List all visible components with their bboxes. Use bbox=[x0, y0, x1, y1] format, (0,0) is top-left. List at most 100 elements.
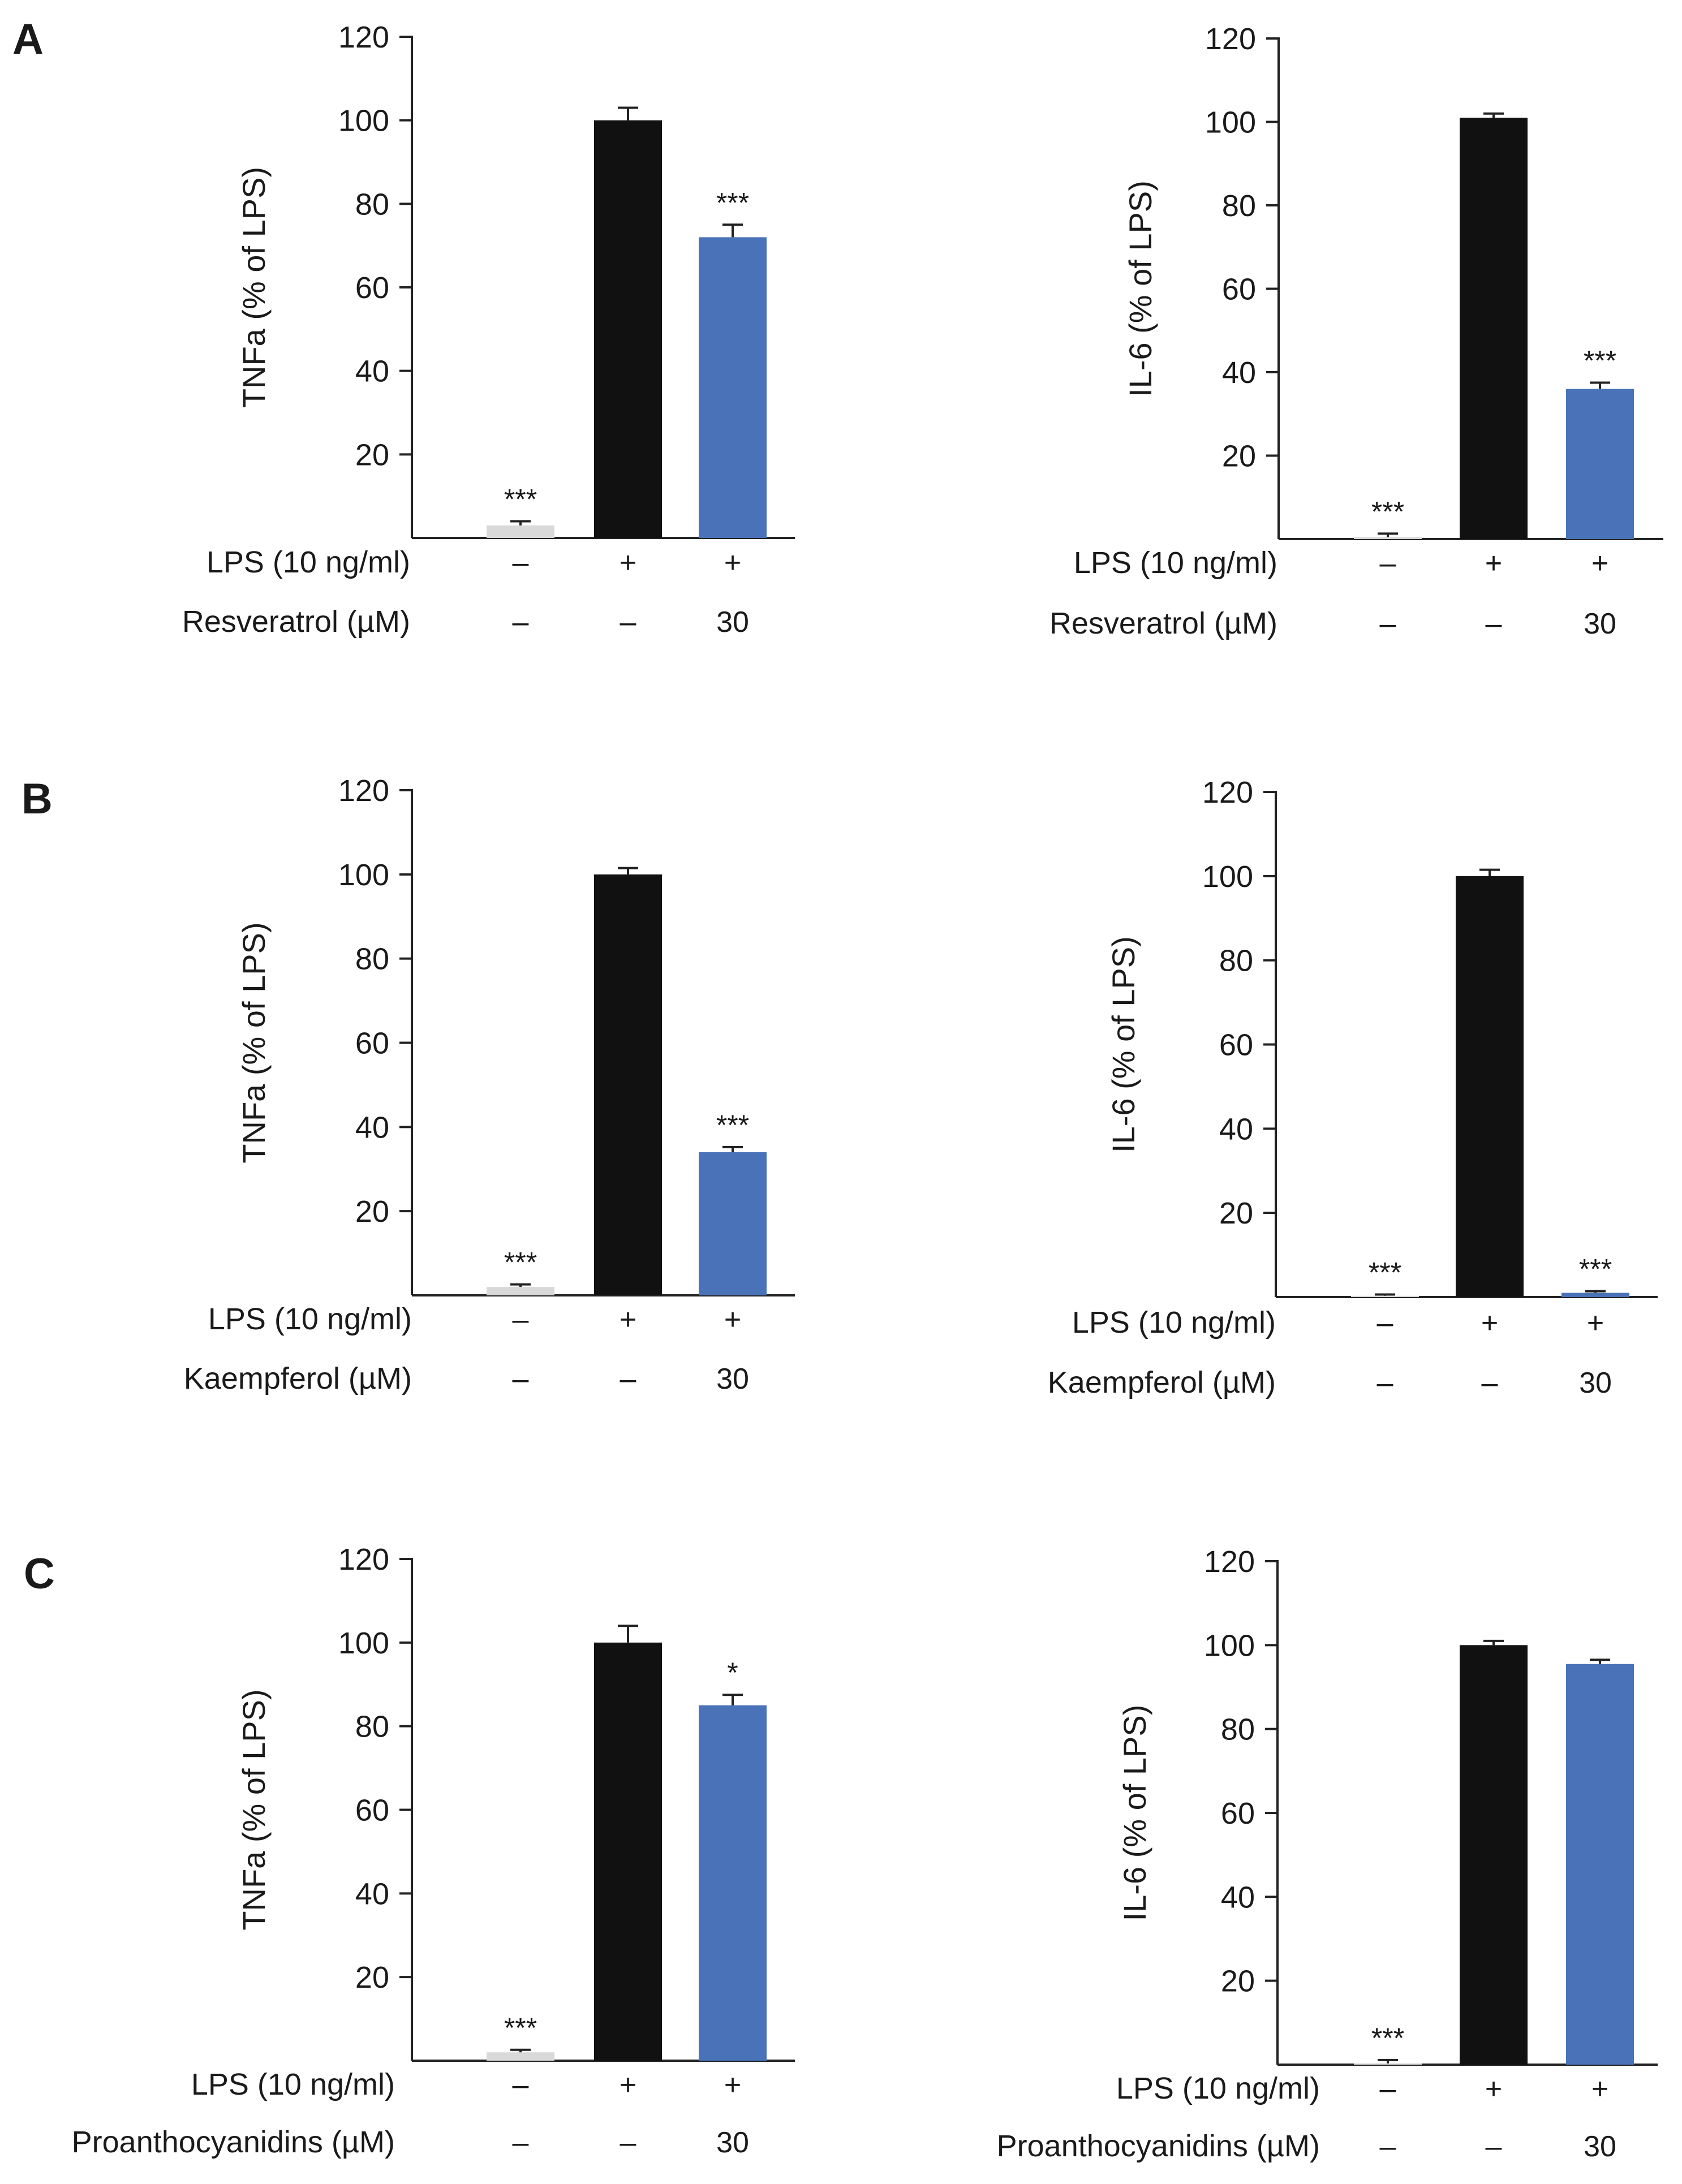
bar bbox=[1561, 1293, 1629, 1297]
panel-letter-c: C bbox=[24, 1550, 55, 1598]
y-tick-label: 20 bbox=[1219, 1196, 1253, 1230]
bar bbox=[594, 1642, 662, 2061]
condition-value: – bbox=[1380, 547, 1396, 580]
significance-label: * bbox=[727, 1657, 738, 1688]
condition-label: LPS (10 ng/ml) bbox=[1072, 1306, 1276, 1339]
y-tick-label: 80 bbox=[355, 942, 389, 976]
y-tick-label: 80 bbox=[1222, 189, 1256, 223]
condition-value: 30 bbox=[716, 2126, 749, 2159]
condition-label: LPS (10 ng/ml) bbox=[191, 2067, 395, 2101]
condition-value: – bbox=[1380, 608, 1396, 640]
y-tick-label: 20 bbox=[355, 1961, 389, 1995]
condition-label: Resveratrol (µM) bbox=[1049, 606, 1277, 640]
condition-value: + bbox=[1485, 2073, 1502, 2105]
condition-value: + bbox=[724, 546, 741, 579]
y-tick-label: 120 bbox=[1202, 776, 1253, 809]
chart-1: 20 40 60 80 100 120 TNFa (% of LPS) *** *** LPS (… bbox=[182, 20, 795, 639]
condition-value: – bbox=[620, 2126, 636, 2159]
bar bbox=[1460, 118, 1528, 539]
y-axis-label: TNFa (% of LPS) bbox=[236, 167, 272, 408]
y-tick-label: 120 bbox=[338, 20, 389, 54]
y-tick-label: 100 bbox=[1204, 1629, 1255, 1662]
condition-value: + bbox=[724, 2069, 741, 2101]
significance-label: *** bbox=[1579, 1253, 1612, 1285]
y-tick-label: 40 bbox=[1221, 1880, 1255, 1914]
panel-letter-b: B bbox=[21, 775, 53, 823]
y-tick-label: 80 bbox=[1221, 1713, 1255, 1747]
y-tick-label: 120 bbox=[1204, 1545, 1255, 1579]
bar bbox=[1456, 876, 1524, 1297]
chart-4: 20 40 60 80 100 120 IL-6 (% of LPS) *** *** LPS (… bbox=[1048, 776, 1658, 1399]
y-tick-label: 100 bbox=[338, 858, 389, 892]
y-tick-label: 100 bbox=[1202, 860, 1253, 894]
panel-letter-a: A bbox=[12, 15, 44, 63]
condition-value: + bbox=[1587, 1307, 1604, 1339]
condition-value: + bbox=[1481, 1307, 1498, 1339]
condition-value: 30 bbox=[716, 1363, 749, 1395]
condition-value: – bbox=[1486, 2130, 1502, 2163]
chart-3: 20 40 60 80 100 120 TNFa (% of LPS) *** *** LPS (… bbox=[184, 774, 795, 1395]
condition-value: – bbox=[620, 606, 636, 639]
significance-label: *** bbox=[1371, 496, 1404, 527]
significance-label: *** bbox=[716, 187, 749, 218]
condition-label: LPS (10 ng/ml) bbox=[1074, 546, 1277, 580]
y-tick-label: 20 bbox=[1222, 440, 1256, 473]
y-tick-label: 120 bbox=[1205, 22, 1256, 56]
condition-value: – bbox=[1380, 2130, 1396, 2163]
y-tick-label: 80 bbox=[355, 1710, 389, 1744]
bar bbox=[594, 874, 662, 1295]
bar bbox=[1566, 389, 1634, 539]
condition-label: LPS (10 ng/ml) bbox=[1116, 2071, 1320, 2105]
y-axis-label: TNFa (% of LPS) bbox=[236, 1689, 272, 1930]
condition-value: + bbox=[724, 1303, 741, 1336]
condition-label: Proanthocyanidins (µM) bbox=[72, 2125, 395, 2159]
condition-value: – bbox=[513, 2126, 529, 2159]
bar bbox=[487, 525, 554, 538]
y-tick-label: 20 bbox=[355, 438, 389, 472]
condition-value: + bbox=[1485, 547, 1502, 580]
condition-label: Kaempferol (µM) bbox=[1048, 1365, 1276, 1399]
bar bbox=[1351, 1295, 1419, 1297]
y-tick-label: 80 bbox=[355, 187, 389, 221]
condition-label: Resveratrol (µM) bbox=[182, 605, 410, 639]
condition-value: – bbox=[513, 1363, 529, 1395]
bar bbox=[1566, 1664, 1634, 2065]
significance-label: *** bbox=[1584, 344, 1616, 376]
bar bbox=[594, 120, 662, 538]
chart-2: 20 40 60 80 100 120 IL-6 (% of LPS) *** *** LPS (… bbox=[1049, 22, 1663, 640]
y-tick-label: 60 bbox=[355, 1794, 389, 1828]
y-axis-label: IL-6 (% of LPS) bbox=[1117, 1705, 1152, 1922]
bar bbox=[1354, 2063, 1422, 2065]
y-axis-label: IL-6 (% of LPS) bbox=[1105, 936, 1141, 1153]
condition-value: + bbox=[1591, 2073, 1608, 2105]
condition-value: + bbox=[620, 2069, 636, 2101]
y-tick-label: 40 bbox=[1219, 1112, 1253, 1146]
y-axis-label: IL-6 (% of LPS) bbox=[1122, 180, 1158, 397]
condition-value: 30 bbox=[1579, 1367, 1612, 1399]
condition-value: + bbox=[620, 1303, 636, 1336]
y-tick-label: 40 bbox=[355, 1877, 389, 1911]
significance-label: *** bbox=[1369, 1257, 1401, 1289]
y-tick-label: 60 bbox=[1222, 273, 1256, 307]
y-tick-label: 40 bbox=[355, 355, 389, 389]
condition-value: – bbox=[1380, 2073, 1396, 2105]
charts-group: 20 40 60 80 100 120 TNFa (% of LPS) *** *** LPS (… bbox=[72, 20, 1663, 2163]
y-tick-label: 100 bbox=[338, 104, 389, 138]
condition-value: – bbox=[1377, 1367, 1393, 1399]
bar bbox=[699, 1705, 767, 2061]
condition-value: – bbox=[513, 2069, 529, 2101]
bar bbox=[699, 237, 767, 538]
y-tick-label: 80 bbox=[1219, 944, 1253, 978]
significance-label: *** bbox=[1371, 2022, 1404, 2054]
significance-label: *** bbox=[504, 1247, 537, 1278]
condition-value: – bbox=[1482, 1367, 1498, 1399]
condition-value: – bbox=[1486, 608, 1502, 640]
condition-value: – bbox=[1377, 1307, 1393, 1339]
condition-value: 30 bbox=[1584, 2130, 1616, 2163]
condition-value: – bbox=[620, 1363, 636, 1395]
y-tick-label: 120 bbox=[338, 1543, 389, 1576]
condition-value: – bbox=[513, 606, 529, 639]
bar bbox=[1354, 537, 1422, 539]
condition-value: 30 bbox=[1584, 608, 1616, 640]
